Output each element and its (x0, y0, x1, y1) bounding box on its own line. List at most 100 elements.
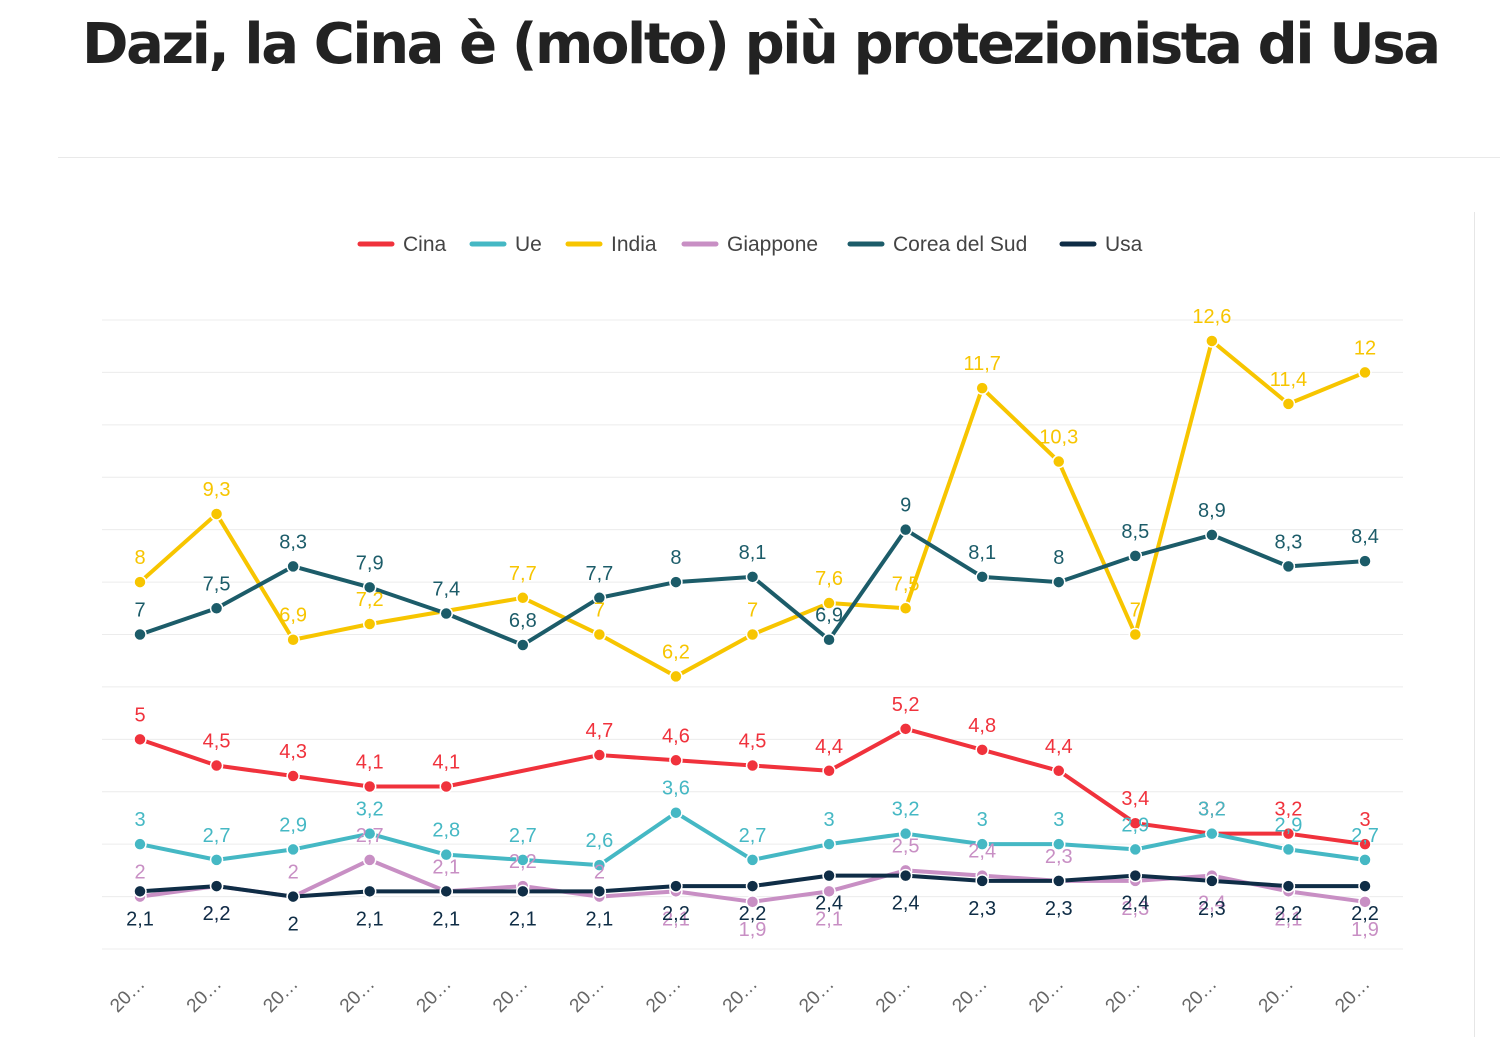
data-point-ue[interactable] (669, 805, 683, 820)
data-point-corea-del-sud[interactable] (286, 559, 300, 574)
data-point-corea-del-sud[interactable] (822, 632, 836, 647)
data-point-corea-del-sud[interactable] (975, 570, 989, 584)
data-point-usa[interactable] (439, 884, 453, 899)
data-point-cina[interactable] (975, 743, 989, 757)
data-point-usa[interactable] (1205, 874, 1219, 888)
data-point-india[interactable] (745, 627, 760, 642)
data-point-usa[interactable] (1281, 879, 1296, 893)
data-point-cina[interactable] (1052, 764, 1066, 778)
data-point-cina[interactable] (1358, 837, 1372, 851)
data-point-cina[interactable] (1281, 826, 1296, 841)
data-point-india[interactable] (975, 381, 989, 395)
data-label-giappone: 2,1 (662, 908, 690, 930)
data-point-usa[interactable] (898, 868, 913, 883)
data-point-ue[interactable] (362, 826, 377, 841)
data-point-usa[interactable] (1052, 874, 1066, 888)
data-label-ue: 3 (1053, 809, 1064, 831)
data-label-cina: 3 (1359, 809, 1370, 831)
data-point-cina[interactable] (286, 769, 300, 783)
data-point-cina[interactable] (669, 753, 683, 768)
data-point-india[interactable] (592, 627, 607, 642)
data-point-ue[interactable] (439, 847, 453, 862)
data-point-corea-del-sud[interactable] (898, 522, 913, 537)
data-point-cina[interactable] (439, 779, 453, 794)
legend-item-giappone[interactable]: Giappone (681, 233, 818, 256)
data-point-corea-del-sud[interactable] (209, 601, 224, 616)
data-point-corea-del-sud[interactable] (516, 638, 530, 652)
data-point-india[interactable] (286, 632, 300, 647)
data-point-ue[interactable] (745, 853, 760, 867)
data-point-corea-del-sud[interactable] (1358, 554, 1372, 568)
data-point-cina[interactable] (209, 758, 224, 773)
data-point-ue[interactable] (516, 853, 530, 867)
data-point-giappone[interactable] (362, 853, 377, 867)
data-point-ue[interactable] (1358, 853, 1372, 867)
data-label-india: 11,7 (963, 353, 1000, 375)
data-point-corea-del-sud[interactable] (592, 591, 607, 605)
data-point-cina[interactable] (822, 764, 836, 778)
data-point-giappone[interactable] (822, 884, 836, 899)
data-point-cina[interactable] (1128, 816, 1143, 830)
data-label-usa: 2,2 (662, 903, 690, 925)
data-point-ue[interactable] (1205, 826, 1219, 841)
data-point-ue[interactable] (1281, 842, 1296, 857)
data-point-india[interactable] (1281, 397, 1296, 411)
data-point-india[interactable] (669, 669, 683, 684)
data-point-cina[interactable] (133, 732, 147, 747)
data-point-india[interactable] (516, 591, 530, 605)
data-point-corea-del-sud[interactable] (133, 627, 147, 642)
data-point-ue[interactable] (822, 837, 836, 851)
data-point-corea-del-sud[interactable] (745, 570, 760, 584)
data-point-ue[interactable] (592, 858, 607, 872)
data-point-giappone[interactable] (1358, 895, 1372, 909)
data-point-usa[interactable] (362, 884, 377, 899)
data-point-india[interactable] (898, 601, 913, 616)
data-point-india[interactable] (133, 575, 147, 589)
data-point-india[interactable] (1128, 627, 1143, 642)
data-point-usa[interactable] (1128, 868, 1143, 883)
data-point-cina[interactable] (362, 779, 377, 794)
data-point-corea-del-sud[interactable] (669, 575, 683, 589)
data-point-corea-del-sud[interactable] (1205, 528, 1219, 542)
data-point-india[interactable] (362, 617, 377, 631)
data-point-corea-del-sud[interactable] (439, 606, 453, 621)
legend-item-cina[interactable]: Cina (357, 233, 447, 256)
data-point-ue[interactable] (209, 853, 224, 867)
data-point-cina[interactable] (898, 722, 913, 736)
data-point-ue[interactable] (133, 837, 147, 851)
data-point-usa[interactable] (592, 884, 607, 899)
data-point-giappone[interactable] (745, 895, 760, 909)
data-label-cina: 4,1 (432, 752, 460, 774)
legend-item-corea-del-sud[interactable]: Corea del Sud (847, 233, 1027, 256)
data-point-india[interactable] (1205, 334, 1219, 348)
data-point-corea-del-sud[interactable] (362, 580, 377, 595)
data-point-usa[interactable] (1358, 879, 1372, 893)
data-label-corea-del-sud: 7,9 (356, 552, 384, 574)
data-point-usa[interactable] (745, 879, 760, 893)
legend-item-india[interactable]: India (565, 233, 657, 256)
data-point-india[interactable] (822, 596, 836, 610)
data-point-usa[interactable] (822, 868, 836, 883)
data-point-india[interactable] (209, 507, 224, 521)
data-point-usa[interactable] (286, 889, 300, 904)
data-point-usa[interactable] (975, 874, 989, 888)
data-point-corea-del-sud[interactable] (1281, 559, 1296, 574)
data-point-ue[interactable] (1128, 842, 1143, 857)
data-point-cina[interactable] (592, 748, 607, 762)
data-point-corea-del-sud[interactable] (1052, 575, 1066, 589)
data-point-india[interactable] (1052, 454, 1066, 469)
data-point-usa[interactable] (669, 879, 683, 893)
data-point-ue[interactable] (975, 837, 989, 851)
data-point-ue[interactable] (1052, 837, 1066, 851)
data-label-usa: 2,1 (432, 908, 460, 930)
data-point-cina[interactable] (745, 758, 760, 773)
data-point-corea-del-sud[interactable] (1128, 549, 1143, 563)
legend-item-ue[interactable]: Ue (469, 233, 542, 256)
data-point-ue[interactable] (286, 842, 300, 857)
data-point-usa[interactable] (133, 884, 147, 899)
data-point-india[interactable] (1358, 365, 1372, 380)
legend-item-usa[interactable]: Usa (1059, 233, 1143, 256)
data-point-ue[interactable] (898, 826, 913, 841)
data-point-usa[interactable] (516, 884, 530, 899)
data-point-usa[interactable] (209, 879, 224, 893)
